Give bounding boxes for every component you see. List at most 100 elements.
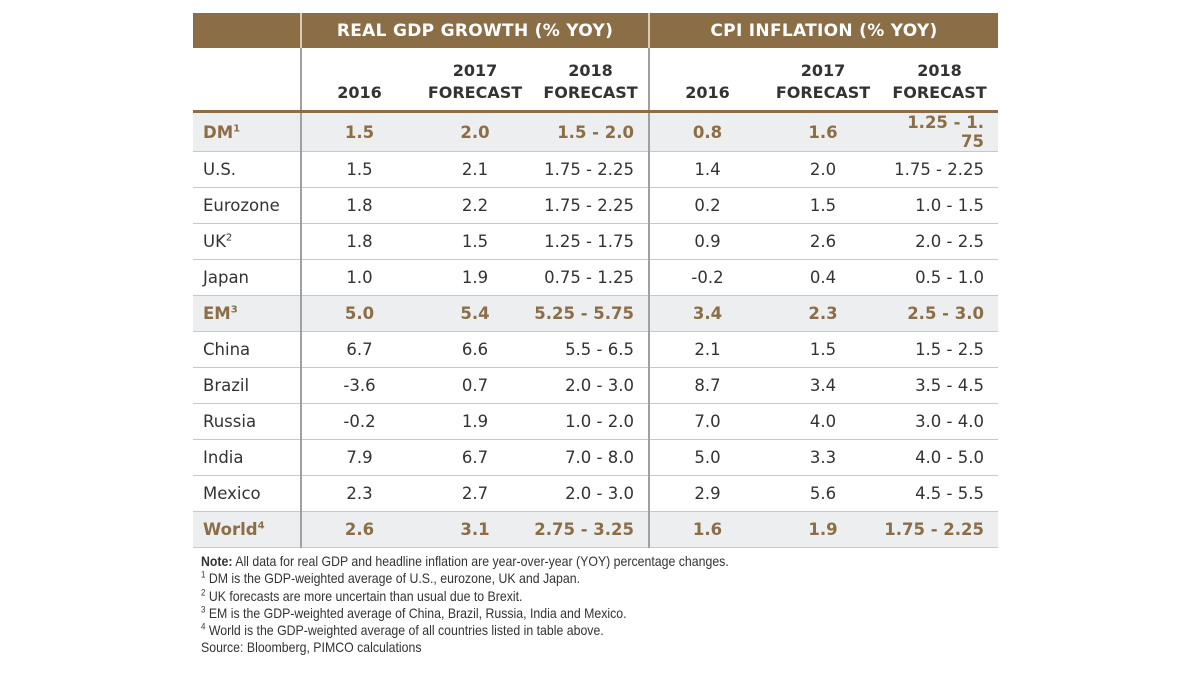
gdp-value-cell: 1.0 (301, 259, 417, 296)
table-row: Mexico 2.3 2.7 2.0 - 3.0 2.9 5.6 4.5 - 5.5 (193, 475, 998, 512)
footnote-marker: 2 (201, 586, 206, 597)
row-label: UK (203, 232, 226, 251)
row-label-cell: EM3 (193, 295, 302, 332)
cpi-value-cell: 1.5 (765, 187, 881, 224)
column-header-subtitle: FORECAST (543, 83, 638, 102)
forecast-table-container: REAL GDP GROWTH (% YOY) CPI INFLATION (%… (193, 13, 998, 548)
gdp-value-cell: 6.7 (301, 331, 417, 368)
table-body: DM1 1.5 2.0 1.5 - 2.0 0.8 1.6 1.25 - 1. 75 U.S.… (193, 111, 998, 548)
column-header-gdp-2017: 2017 FORECAST (417, 48, 533, 113)
row-label-cell: India (193, 439, 302, 476)
footnote-2: 2 UK forecasts are more uncertain than u… (201, 586, 729, 605)
row-label: Brazil (203, 376, 250, 395)
gdp-value-cell: -3.6 (301, 367, 417, 404)
footnote-marker: 4 (201, 621, 206, 632)
cpi-value-cell: 3.4 (765, 367, 881, 404)
column-header-text: 2016 (337, 83, 382, 102)
cpi-value-cell: 7.0 (649, 403, 765, 440)
table-row: India 7.9 6.7 7.0 - 8.0 5.0 3.3 4.0 - 5.0 (193, 439, 998, 476)
cpi-value-cell: 0.8 (649, 111, 765, 152)
column-header-year: 2018 (917, 61, 962, 80)
footnote-text: EM is the GDP-weighted average of China,… (205, 604, 627, 621)
cpi-value-cell: 5.0 (649, 439, 765, 476)
row-label: Japan (203, 268, 250, 287)
cpi-value-cell: 2.0 - 2.5 (881, 223, 998, 260)
gdp-value-cell: 1.5 - 2.0 (533, 111, 650, 152)
cpi-value-cell: 0.4 (765, 259, 881, 296)
gdp-value-cell: 1.8 (301, 223, 417, 260)
footnote-text: DM is the GDP-weighted average of U.S., … (205, 570, 581, 587)
gdp-value-cell: 7.9 (301, 439, 417, 476)
gdp-value-cell: 1.9 (417, 259, 533, 296)
gdp-value-cell: 5.25 - 5.75 (533, 295, 650, 332)
cpi-value-cell: 8.7 (649, 367, 765, 404)
cpi-value-cell: 1.5 - 2.5 (881, 331, 998, 368)
footnote-text: UK forecasts are more uncertain than usu… (205, 587, 523, 604)
cpi-value-cell: 2.0 (765, 151, 881, 188)
cpi-value-cell: 2.5 - 3.0 (881, 295, 998, 332)
footnote-3: 3 EM is the GDP-weighted average of Chin… (201, 605, 729, 622)
gdp-value-cell: 7.0 - 8.0 (533, 439, 650, 476)
column-header-blank (193, 48, 302, 113)
column-header-cpi-2017: 2017 FORECAST (765, 48, 881, 113)
summary-row: EM3 5.0 5.4 5.25 - 5.75 3.4 2.3 2.5 - 3.0 (193, 295, 998, 332)
gdp-value-cell: 1.9 (417, 403, 533, 440)
column-header-row: 2016 2017 FORECAST 2018 FORECAST 2016 2017… (193, 48, 998, 113)
cpi-value-cell: 0.9 (649, 223, 765, 260)
gdp-value-cell: 2.2 (417, 187, 533, 224)
gdp-value-cell: 2.0 - 3.0 (533, 367, 650, 404)
cpi-value-cell: 0.2 (649, 187, 765, 224)
footnote-marker: 2 (225, 232, 233, 244)
cpi-value-cell: 1.9 (765, 511, 881, 548)
row-label: U.S. (203, 160, 237, 179)
column-header-gdp-2016: 2016 (301, 48, 417, 113)
cpi-value-cell: 2.6 (765, 223, 881, 260)
cpi-value-cell: 5.6 (765, 475, 881, 512)
gdp-value-cell: 1.5 (417, 223, 533, 260)
column-header-text: 2016 (685, 83, 730, 102)
footnote-4: 4 World is the GDP-weighted average of a… (201, 622, 729, 639)
gdp-value-cell: 1.5 (301, 111, 417, 152)
row-label-cell: Eurozone (193, 187, 302, 224)
cpi-value-cell: 3.3 (765, 439, 881, 476)
table-row: Japan 1.0 1.9 0.75 - 1.25 -0.2 0.4 0.5 - 1.0 (193, 259, 998, 296)
table-row: Eurozone 1.8 2.2 1.75 - 2.25 0.2 1.5 1.0 - 1.5 (193, 187, 998, 224)
column-header-gdp-2018: 2018 FORECAST (533, 48, 650, 113)
row-label: Eurozone (203, 196, 280, 215)
cpi-value-cell: 3.0 - 4.0 (881, 403, 998, 440)
row-label-cell: DM1 (193, 111, 302, 152)
row-label-cell: Japan (193, 259, 302, 296)
gdp-value-cell: 1.0 - 2.0 (533, 403, 650, 440)
footnote-marker: 1 (233, 123, 241, 134)
gdp-value-cell: 1.5 (301, 151, 417, 188)
footnote-marker: 3 (201, 604, 206, 615)
cpi-value-cell: 1.75 - 2.25 (881, 511, 998, 548)
cpi-value-cell: -0.2 (649, 259, 765, 296)
footnote-text: World is the GDP-weighted average of all… (205, 622, 604, 639)
row-label: Russia (203, 412, 257, 431)
gdp-value-cell: 2.3 (301, 475, 417, 512)
cpi-value-cell: 2.3 (765, 295, 881, 332)
row-label-cell: UK2 (193, 223, 302, 260)
column-header-subtitle: FORECAST (892, 83, 987, 102)
column-header-subtitle: FORECAST (775, 83, 871, 102)
table-row: U.S. 1.5 2.1 1.75 - 2.25 1.4 2.0 1.75 - 2.25 (193, 151, 998, 188)
row-label-cell: Brazil (193, 367, 302, 404)
source-line: Source: Bloomberg, PIMCO calculations (201, 639, 422, 656)
table-row: Russia -0.2 1.9 1.0 - 2.0 7.0 4.0 3.0 - 4.0 (193, 403, 998, 440)
cpi-value-cell: 4.0 - 5.0 (881, 439, 998, 476)
column-header-year: 2018 (568, 61, 613, 80)
cpi-value-cell: 2.9 (649, 475, 765, 512)
cpi-value-cell: 4.0 (765, 403, 881, 440)
cpi-value-cell: 3.5 - 4.5 (881, 367, 998, 404)
table-row: UK2 1.8 1.5 1.25 - 1.75 0.9 2.6 2.0 - 2.5 (193, 223, 998, 260)
gdp-value-cell: 6.7 (417, 439, 533, 476)
gdp-value-cell: 2.6 (301, 511, 417, 548)
gdp-value-cell: 0.7 (417, 367, 533, 404)
note-label: Note: (201, 553, 233, 569)
column-header-cpi-2018: 2018 FORECAST (881, 48, 998, 113)
row-label-cell: World4 (193, 511, 302, 548)
gdp-value-cell: 5.5 - 6.5 (533, 331, 650, 368)
column-header-subtitle: FORECAST (427, 83, 523, 102)
cpi-value-cell: 1.5 (765, 331, 881, 368)
